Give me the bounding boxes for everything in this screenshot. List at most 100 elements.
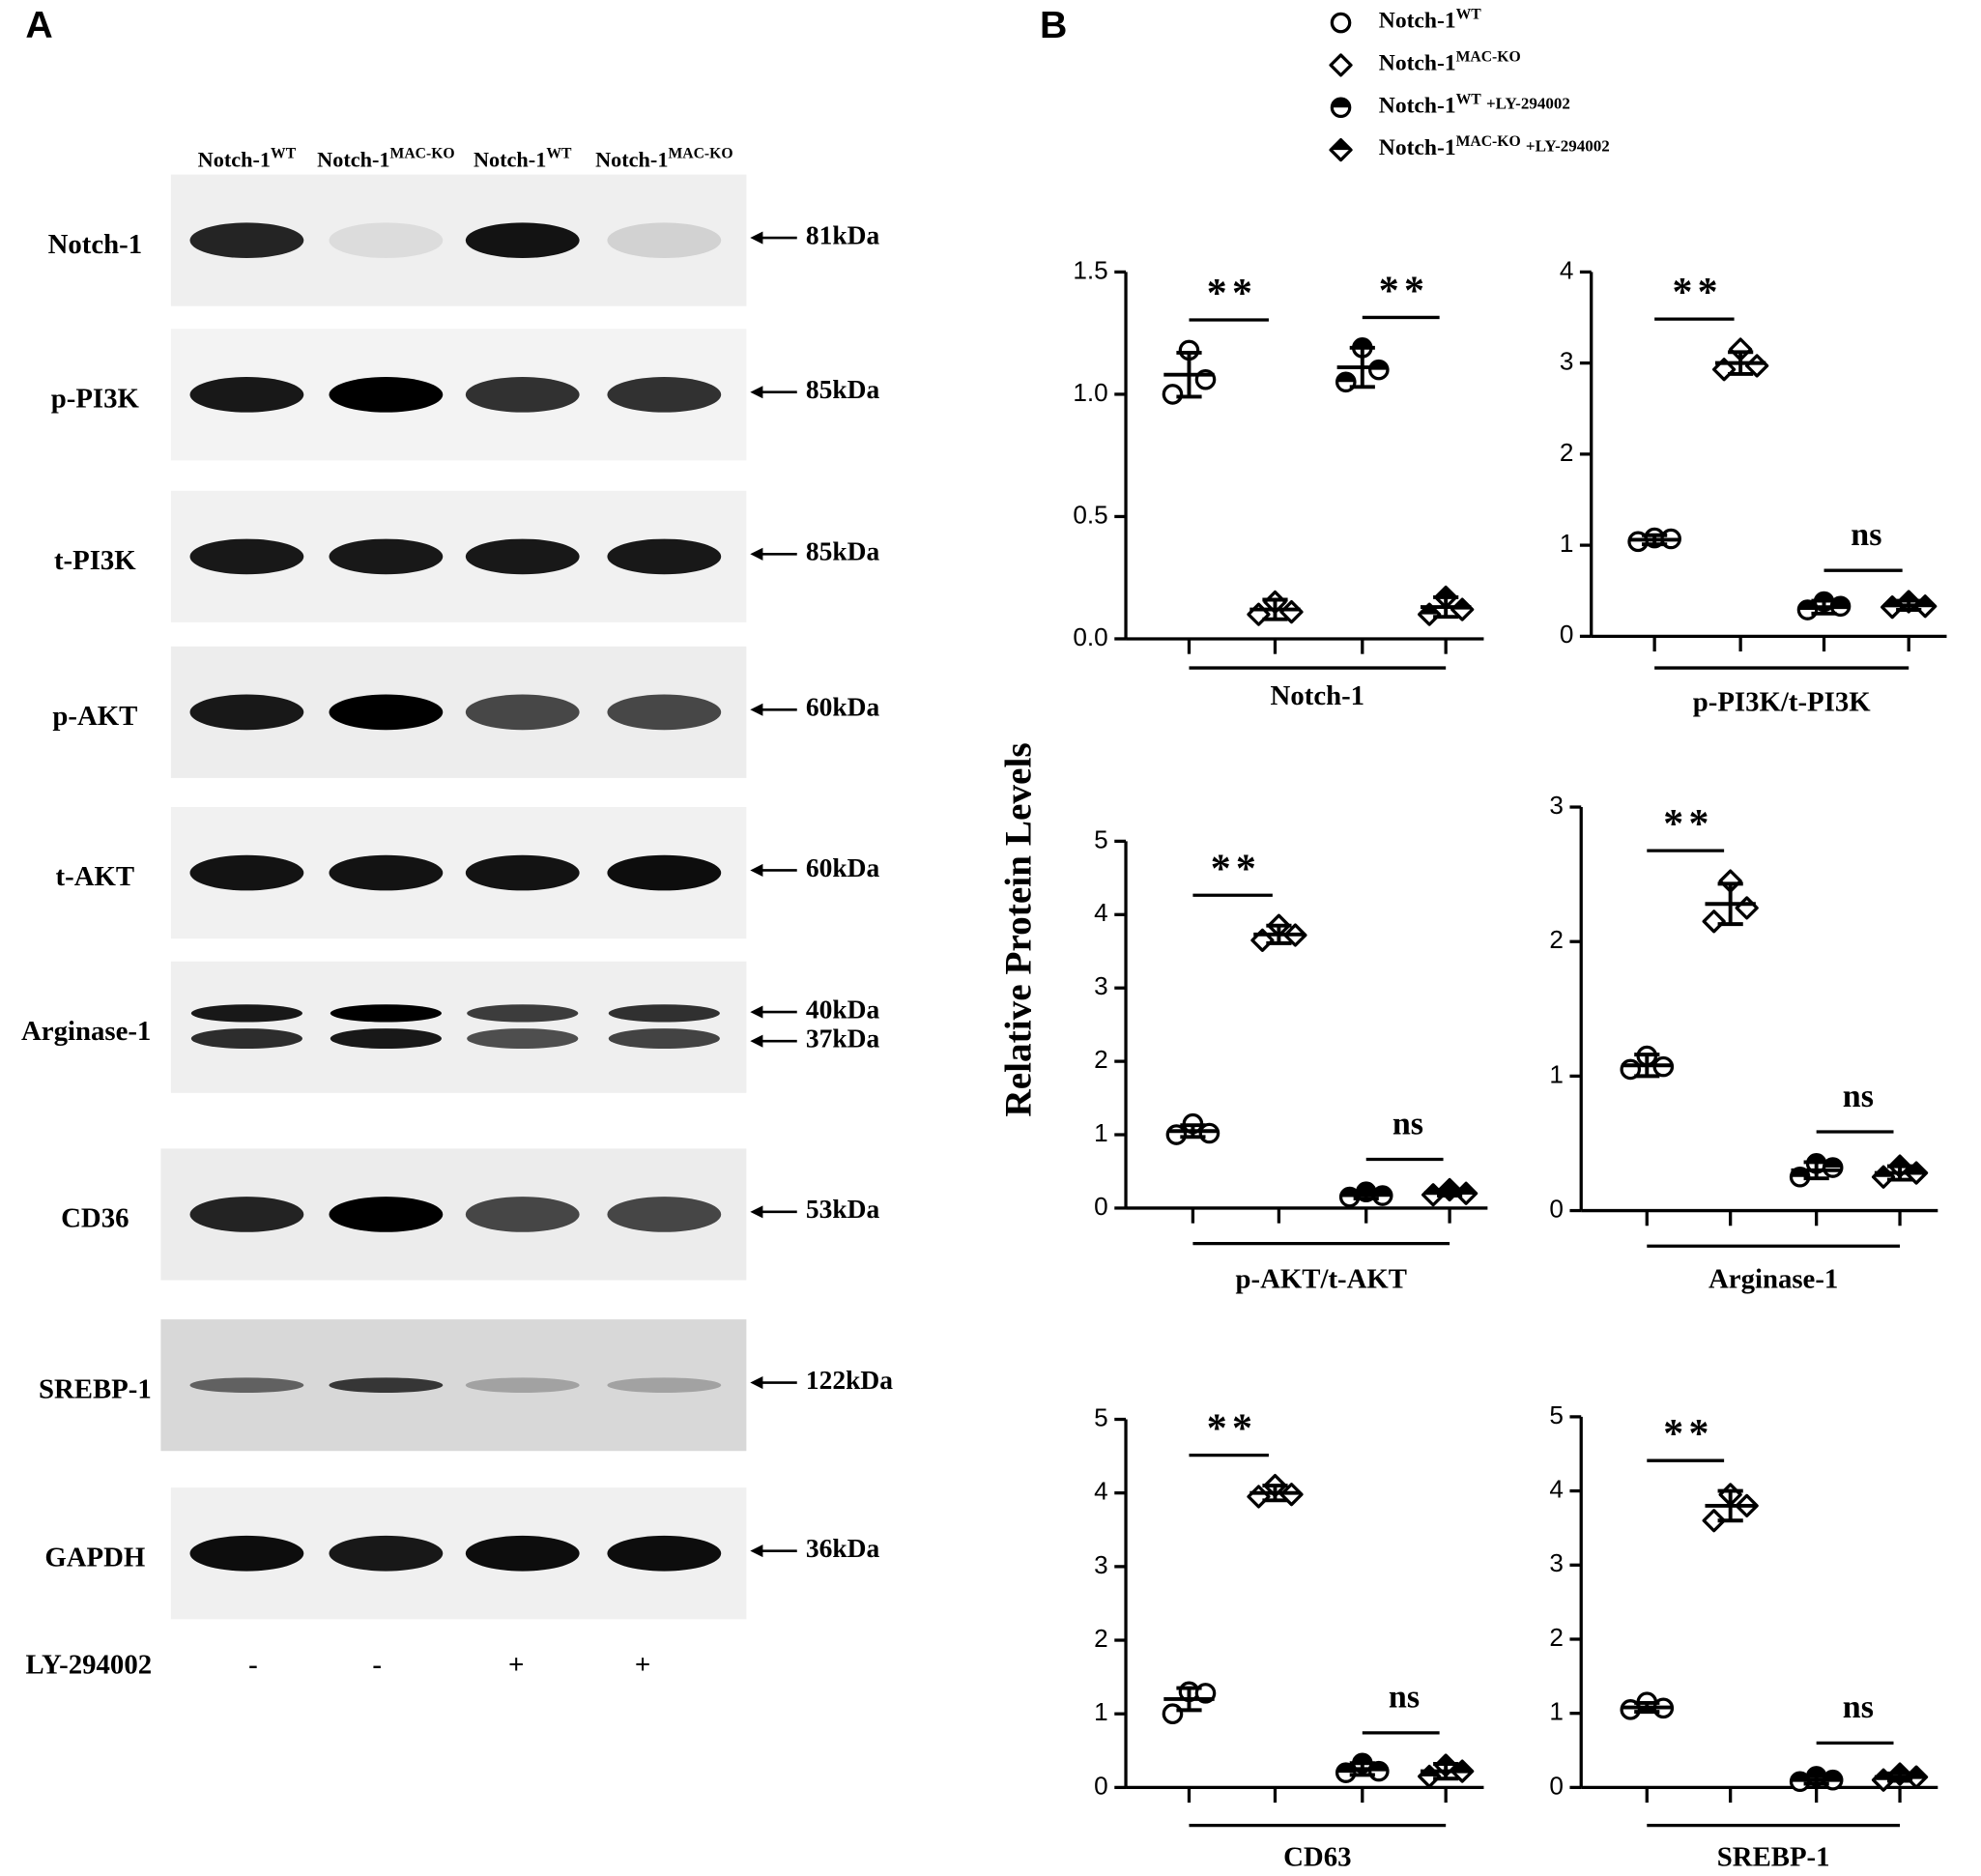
- marker: [1871, 1165, 1896, 1189]
- error-bar: [1180, 1123, 1206, 1140]
- arrow-head: [750, 1034, 763, 1048]
- lane-superscript: MAC-KO: [390, 145, 455, 161]
- lane-name: Notch-1: [317, 148, 389, 172]
- blot-background: [170, 961, 747, 1093]
- marker: [1735, 896, 1759, 920]
- legend-name: Notch-1: [1379, 9, 1456, 34]
- arrow-head: [750, 1005, 763, 1019]
- y-tick-label: 4: [1549, 1474, 1564, 1503]
- lane-superscript: WT: [546, 145, 572, 161]
- error-bar: [1803, 1160, 1829, 1181]
- marker-half: [1331, 139, 1352, 151]
- row-label: p-AKT: [52, 701, 137, 732]
- legend-suffix: +LY-294002: [1526, 136, 1610, 155]
- chart-title: Notch-1: [1271, 680, 1365, 711]
- treatment-value: -: [248, 1650, 258, 1681]
- blot-band: [465, 694, 580, 731]
- marker-half: [1353, 1754, 1371, 1764]
- blot-band: [607, 222, 722, 259]
- lane-superscript: WT: [271, 145, 297, 161]
- y-tick-label: 3: [1549, 791, 1564, 820]
- significance-label: **: [1379, 269, 1429, 313]
- y-tick-label: 3: [1549, 1548, 1564, 1577]
- error-bar: [1266, 923, 1292, 945]
- y-tick-label: 0: [1560, 620, 1574, 649]
- panel-label: A: [25, 4, 52, 46]
- treatment-value: -: [372, 1650, 382, 1681]
- error-bar: [1803, 1774, 1829, 1786]
- lane-header: Notch-1MAC-KO: [317, 145, 454, 171]
- blot-band: [465, 854, 580, 891]
- y-tick-label: 1: [1549, 1059, 1564, 1088]
- marker: [1620, 1699, 1642, 1720]
- marker: [1330, 97, 1352, 119]
- error-bar: [1717, 1488, 1743, 1523]
- error-bar: [1437, 1187, 1463, 1198]
- size-label: 85kDa: [806, 537, 880, 566]
- marker-outline: [1702, 1509, 1726, 1533]
- blot-band: [329, 222, 444, 259]
- legend-superscript: WT: [1456, 6, 1482, 22]
- error-bar: [1886, 1771, 1913, 1783]
- y-tick-label: 2: [1549, 925, 1564, 954]
- y-tick-label: 5: [1549, 1400, 1564, 1429]
- marker: [1247, 602, 1271, 626]
- y-tick-label: 3: [1094, 1550, 1108, 1579]
- legend-superscript: MAC-KO: [1456, 133, 1521, 150]
- marker: [1165, 1124, 1188, 1145]
- chart-title: SREBP-1: [1717, 1842, 1830, 1873]
- y-tick-label: 4: [1560, 255, 1574, 284]
- row-label: Notch-1: [48, 229, 143, 260]
- marker-half: [1336, 373, 1355, 383]
- blot-band: [607, 694, 722, 731]
- blot-band: [607, 1197, 722, 1232]
- blot-band: [190, 1028, 302, 1050]
- y-tick-label: 5: [1094, 1402, 1108, 1431]
- error-bar: [1896, 598, 1922, 612]
- y-tick-label: 0.0: [1073, 622, 1107, 651]
- marker: [1162, 384, 1184, 405]
- arrow-head: [750, 1544, 763, 1558]
- chart-title: Arginase-1: [1708, 1263, 1838, 1294]
- blot-band: [189, 1197, 304, 1232]
- error-bar: [1811, 598, 1837, 616]
- lane-name: Notch-1: [198, 148, 271, 172]
- row-label: CD36: [61, 1203, 129, 1234]
- row-label: t-AKT: [56, 861, 135, 892]
- size-label: 60kDa: [806, 693, 880, 722]
- error-bar: [1262, 1484, 1288, 1503]
- y-tick-label: 3: [1094, 971, 1108, 1000]
- marker: [1247, 1485, 1271, 1509]
- size-label: 37kDa: [806, 1024, 880, 1053]
- arrow-head: [750, 863, 763, 878]
- size-label: 36kDa: [806, 1534, 880, 1563]
- y-tick-label: 0.5: [1073, 500, 1107, 529]
- marker: [1329, 53, 1353, 77]
- row-label: p-PI3K: [51, 384, 140, 415]
- treatment-value: +: [508, 1650, 524, 1681]
- legend-name: Notch-1: [1379, 94, 1456, 119]
- blot-band: [329, 1197, 444, 1232]
- marker-half: [1419, 604, 1440, 615]
- marker-half: [1353, 338, 1371, 348]
- blot-band: [465, 1377, 580, 1394]
- error-bar: [1349, 345, 1375, 390]
- marker-outline: [1330, 12, 1352, 34]
- error-bar: [1433, 1762, 1459, 1781]
- marker: [1368, 359, 1390, 381]
- y-tick-label: 2: [1094, 1624, 1108, 1653]
- arrow-head: [750, 386, 763, 399]
- marker-outline: [1247, 602, 1271, 626]
- blot-band: [465, 222, 580, 259]
- marker: [1418, 602, 1442, 626]
- significance-label: **: [1672, 271, 1722, 315]
- size-label: 60kDa: [806, 853, 880, 882]
- legend-entry: Notch-1MAC-KO +LY-294002: [1379, 133, 1610, 161]
- marker: [1702, 1509, 1726, 1533]
- y-axis-label: Relative Protein Levels: [998, 742, 1040, 1116]
- error-bar: [1353, 1189, 1379, 1201]
- error-bar: [1176, 350, 1202, 399]
- blot-band: [330, 1028, 442, 1050]
- blot-band: [189, 1377, 304, 1394]
